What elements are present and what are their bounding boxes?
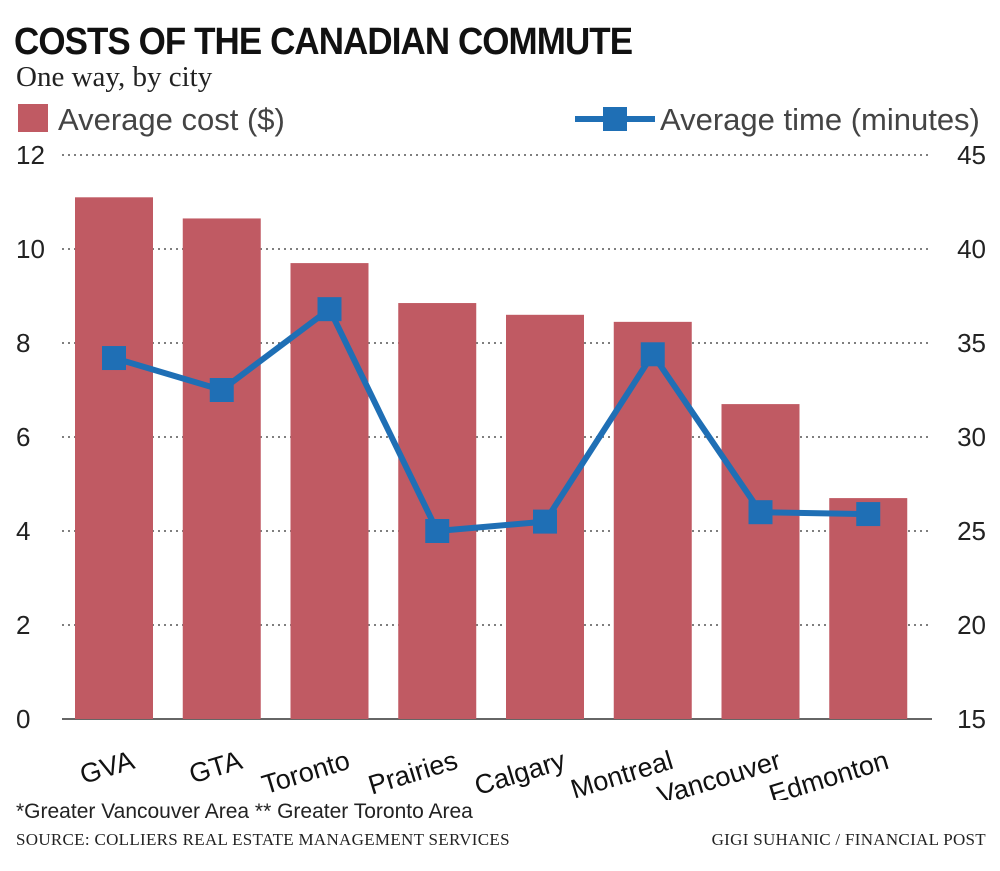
chart-title: COSTS OF THE CANADIAN COMMUTE: [14, 21, 633, 63]
left-tick-label: 10: [16, 234, 45, 264]
legend-line-label: Average time (minutes): [660, 102, 980, 137]
right-tick-label: 40: [957, 234, 986, 264]
footnote: *Greater Vancouver Area ** Greater Toron…: [16, 800, 473, 823]
left-axis: 0 2 4 6 8 10 12: [16, 140, 45, 734]
legend-bar-label: Average cost ($): [58, 102, 285, 137]
bar: [829, 498, 908, 719]
category-label: GTA: [186, 745, 246, 789]
credit-note: GIGI SUHANIC / FINANCIAL POST: [711, 830, 986, 849]
category-label: Prairies: [365, 745, 461, 800]
right-tick-label: 20: [957, 610, 986, 640]
line-point: [856, 502, 881, 527]
source-note: SOURCE: COLLIERS REAL ESTATE MANAGEMENT …: [16, 830, 510, 849]
right-tick-label: 25: [957, 516, 986, 546]
bar: [182, 218, 261, 719]
bar: [398, 303, 477, 719]
left-tick-label: 2: [16, 610, 30, 640]
line-point: [640, 342, 665, 367]
legend-bar-swatch: [18, 104, 48, 132]
right-tick-label: 30: [957, 422, 986, 452]
bar: [613, 321, 692, 719]
bar-series: [75, 197, 908, 720]
left-tick-label: 12: [16, 140, 45, 170]
left-tick-label: 0: [16, 704, 30, 734]
left-tick-label: 6: [16, 422, 30, 452]
time-line: [113, 306, 869, 534]
right-tick-label: 15: [957, 704, 986, 734]
category-label: Edmonton: [766, 745, 892, 800]
bar: [290, 263, 369, 719]
right-axis: 15 20 25 30 35 40 45: [957, 140, 986, 734]
legend: Average cost ($) Average time (minutes): [18, 102, 980, 137]
chart-subtitle: One way, by city: [16, 61, 213, 93]
category-axis: GVA GTA Toronto Prairies CalgaryMontrealVanc…: [76, 745, 892, 800]
right-tick-label: 35: [957, 328, 986, 358]
category-label: GVA: [76, 745, 137, 790]
category-label: Toronto: [258, 745, 353, 800]
line-series: [102, 297, 881, 543]
bar: [75, 197, 153, 720]
line-point: [425, 519, 450, 543]
line-point: [748, 500, 773, 525]
category-label: Calgary: [471, 745, 569, 800]
legend-line-marker: [603, 107, 627, 131]
bar: [721, 404, 800, 719]
line-point: [102, 346, 126, 371]
right-tick-label: 45: [957, 140, 986, 170]
combo-chart: Average cost ($) Average time (minutes) …: [16, 102, 986, 800]
line-point: [533, 509, 557, 534]
left-tick-label: 8: [16, 328, 30, 358]
line-point: [317, 297, 342, 322]
left-tick-label: 4: [16, 516, 30, 546]
line-point: [209, 378, 234, 402]
